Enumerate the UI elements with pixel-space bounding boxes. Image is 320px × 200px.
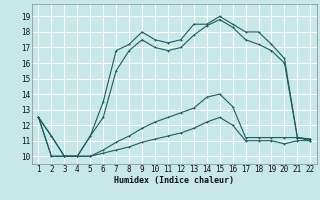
X-axis label: Humidex (Indice chaleur): Humidex (Indice chaleur) <box>115 176 234 185</box>
